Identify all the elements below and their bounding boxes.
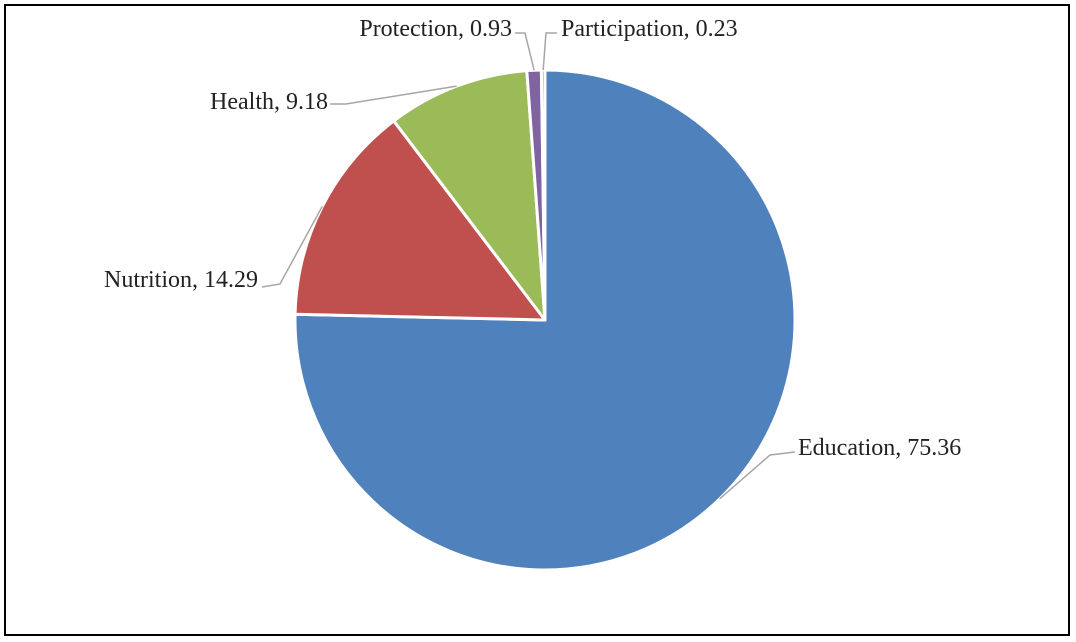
- leader-lines: [261, 32, 796, 500]
- data-labels: Education, 75.36 Nutrition, 14.29 Health…: [104, 16, 961, 461]
- label-health: Health, 9.18: [210, 89, 328, 115]
- leader-participation: [542, 32, 557, 71]
- label-education: Education, 75.36: [798, 435, 961, 461]
- label-protection: Protection, 0.93: [359, 16, 512, 42]
- slice-health: [392, 69, 547, 322]
- label-nutrition: Nutrition, 14.29: [104, 267, 258, 293]
- label-participation: Participation, 0.23: [561, 16, 738, 42]
- leader-nutrition: [261, 205, 323, 288]
- slice-nutrition: [293, 119, 547, 322]
- leader-health: [330, 85, 457, 105]
- pie-slices: [293, 68, 797, 572]
- leader-education: [719, 451, 796, 500]
- slice-participation: [539, 68, 547, 322]
- leader-protection: [515, 32, 535, 71]
